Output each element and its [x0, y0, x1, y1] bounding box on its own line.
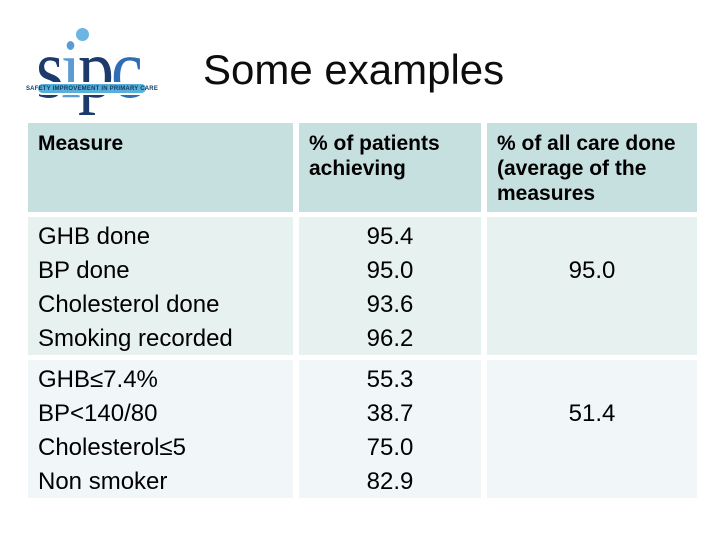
row1-values-cell: 95.4 95.0 93.6 96.2	[299, 217, 481, 355]
slide-title: Some examples	[203, 46, 505, 93]
examples-table: Measure % of patients achieving % of all…	[28, 123, 697, 498]
header-all-care-done: % of all care done (average of the measu…	[487, 123, 697, 212]
measure-line: Non smoker	[38, 468, 168, 495]
measure-line: Smoking recorded	[38, 325, 233, 352]
logo-letter-s: s	[36, 21, 64, 116]
value-line: 93.6	[366, 291, 414, 318]
sipc-logo: sipc SAFETY IMPROVEMENT IN PRIMARY CARE	[26, 16, 158, 124]
logo-banner: SAFETY IMPROVEMENT IN PRIMARY CARE	[26, 82, 158, 95]
row1-average-cell: 95.0	[487, 217, 697, 355]
logo-letter-c: c	[111, 21, 143, 116]
row1-measures-cell: GHB done BP done Cholesterol done Smokin…	[28, 217, 293, 355]
measure-line: Cholesterol≤5	[38, 434, 186, 461]
logo-i-dot-icon	[76, 28, 89, 41]
value-line: 95.0	[366, 257, 414, 284]
value-line: 96.2	[366, 325, 414, 352]
row2-measures-cell: GHB≤7.4% BP<140/80 Cholesterol≤5 Non smo…	[28, 360, 293, 498]
sipc-logo-word: sipc	[36, 26, 143, 111]
row2-average-cell: 51.4	[487, 360, 697, 498]
measure-line: GHB≤7.4%	[38, 366, 158, 393]
header-patients-achieving: % of patients achieving	[299, 123, 481, 212]
value-line: 38.7	[366, 400, 414, 427]
measure-line: Cholesterol done	[38, 291, 220, 318]
header-measure: Measure	[28, 123, 293, 212]
value-line: 55.3	[366, 366, 414, 393]
value-line: 95.4	[366, 223, 414, 250]
measure-line: GHB done	[38, 223, 151, 250]
value-line: 82.9	[366, 468, 414, 495]
row2-values-cell: 55.3 38.7 75.0 82.9	[299, 360, 481, 498]
value-line: 75.0	[366, 434, 414, 461]
measure-line: BP<140/80	[38, 400, 158, 427]
measure-line: BP done	[38, 257, 130, 284]
